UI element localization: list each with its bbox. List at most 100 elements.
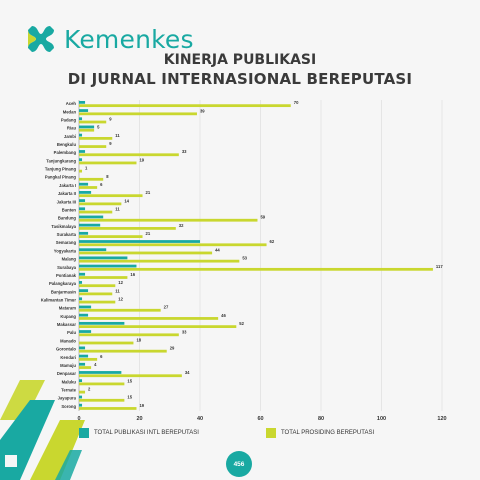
data-label-prosiding: 12	[118, 297, 123, 302]
bar-publikasi	[79, 117, 83, 121]
bar-prosiding	[79, 333, 179, 337]
bar-publikasi	[79, 256, 128, 260]
data-label-prosiding: 6	[100, 182, 103, 187]
data-label-prosiding: 2	[88, 387, 91, 392]
bar-publikasi	[79, 231, 89, 235]
bar-prosiding	[79, 210, 113, 214]
bar-prosiding	[79, 325, 237, 329]
category-label: Bengkulu	[57, 142, 77, 147]
x-tick-label: 80	[318, 416, 324, 422]
bar-prosiding	[79, 202, 122, 206]
category-label: Tanjungkarang	[46, 158, 76, 163]
data-label-prosiding: 16	[130, 272, 135, 277]
kemenkes-logo-icon	[28, 26, 54, 52]
data-label-prosiding: 62	[270, 239, 275, 244]
bar-prosiding	[79, 349, 167, 353]
data-label-prosiding: 117	[436, 264, 443, 269]
category-label: Jambi	[64, 134, 76, 139]
bar-publikasi	[79, 379, 83, 383]
legend-label-publikasi: TOTAL PUBLIKASI INTL BEREPUTASI	[94, 430, 199, 436]
category-label: Yogyakarta	[54, 248, 77, 253]
data-label-prosiding: 11	[115, 133, 120, 138]
bar-prosiding	[79, 153, 179, 157]
category-label: Surakarta	[57, 232, 77, 237]
bar-prosiding	[79, 161, 137, 165]
category-label: Kendari	[60, 355, 76, 360]
data-label-prosiding: 15	[127, 395, 132, 400]
bar-prosiding	[79, 169, 83, 173]
data-label-prosiding: 18	[136, 337, 141, 342]
data-label-prosiding: 1	[85, 166, 88, 171]
data-label-prosiding: 19	[139, 403, 144, 408]
bar-publikasi	[79, 362, 86, 366]
data-label-prosiding: 12	[118, 280, 123, 285]
category-label: Kalimantan Timur	[41, 297, 77, 302]
bar-prosiding	[79, 317, 219, 320]
bar-publikasi	[79, 330, 92, 333]
bar-prosiding	[79, 276, 128, 279]
bar-publikasi	[79, 248, 107, 252]
x-tick-label: 100	[377, 416, 386, 422]
category-label: Pontianak	[56, 273, 77, 278]
legend-label-prosiding: TOTAL PROSIDING BEREPUTASI	[281, 430, 375, 436]
bar-publikasi	[79, 346, 86, 350]
bar-publikasi	[79, 313, 89, 317]
legend-item-publikasi: TOTAL PUBLIKASI INTL BEREPUTASI	[79, 428, 199, 438]
data-label-prosiding: 9	[109, 141, 112, 146]
bar-publikasi	[79, 207, 86, 211]
data-label-prosiding: 5	[97, 125, 100, 130]
bar-publikasi	[79, 223, 101, 227]
data-label-prosiding: 27	[164, 305, 169, 310]
bar-prosiding	[79, 128, 95, 132]
data-label-prosiding: 11	[115, 206, 120, 211]
bar-publikasi	[79, 354, 89, 358]
category-label: Mataram	[59, 306, 76, 311]
category-label: Riau	[67, 126, 77, 131]
data-label-prosiding: 59	[260, 215, 265, 220]
bar-publikasi	[79, 272, 86, 276]
category-label: Padang	[61, 117, 77, 122]
bar-publikasi	[79, 215, 104, 219]
bar-prosiding	[79, 382, 125, 386]
bar-prosiding	[79, 357, 98, 361]
bar-publikasi	[79, 403, 83, 407]
x-tick-label: 20	[136, 416, 142, 422]
bar-publikasi	[79, 289, 89, 293]
data-label-prosiding: 8	[106, 174, 109, 179]
category-label: Medan	[63, 109, 77, 114]
bar-prosiding	[79, 186, 98, 189]
x-tick-label: 0	[77, 416, 80, 422]
bar-prosiding	[79, 407, 137, 410]
data-label-prosiding: 21	[146, 190, 151, 195]
page-title-line1: KINERJA PUBLIKASI	[163, 52, 317, 68]
category-label: Aceh	[66, 101, 77, 106]
bar-publikasi	[79, 199, 86, 202]
bar-publikasi	[79, 100, 86, 104]
bar-publikasi	[79, 305, 92, 309]
data-label-prosiding: 52	[239, 321, 244, 326]
data-label-prosiding: 14	[124, 198, 129, 203]
category-label: Banjarmasin	[51, 289, 77, 294]
category-label: Palu	[67, 330, 76, 335]
bar-publikasi	[79, 321, 125, 325]
bar-publikasi	[79, 133, 83, 137]
category-label: Palembang	[54, 150, 77, 155]
data-label-prosiding: 4	[94, 362, 97, 367]
bar-publikasi	[79, 297, 83, 301]
data-label-prosiding: 15	[127, 378, 132, 383]
category-label: Malang	[62, 257, 77, 262]
bar-publikasi	[79, 371, 122, 374]
category-label: Surabaya	[57, 265, 77, 270]
category-label: Pangkal Pinang	[45, 175, 77, 180]
category-label: Jakarta III	[57, 199, 76, 204]
bar-prosiding	[79, 120, 107, 124]
legend-swatch-teal	[79, 428, 89, 438]
bar-prosiding	[79, 218, 258, 222]
bar-prosiding	[79, 300, 116, 304]
data-label-prosiding: 11	[115, 288, 120, 293]
data-label-prosiding: 32	[179, 223, 184, 228]
x-tick-label: 40	[197, 416, 203, 422]
bar-publikasi	[79, 150, 86, 153]
data-label-prosiding: 33	[182, 149, 187, 154]
